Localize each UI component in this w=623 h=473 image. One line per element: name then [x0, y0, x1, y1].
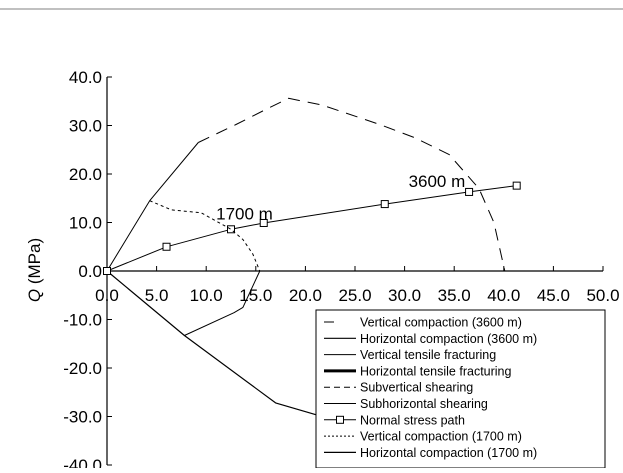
annotation-1700-m: 1700 m: [216, 205, 273, 224]
x-tick-label: 10.0: [190, 286, 223, 305]
marker-normal-stress-path: [103, 267, 111, 275]
legend-label-subvertical-shearing: Subvertical shearing: [360, 381, 473, 395]
x-tick-label: 30.0: [388, 286, 421, 305]
x-tick-label: 25.0: [338, 286, 371, 305]
series-subvertical-shearing: [198, 97, 506, 272]
y-tick-label: -30.0: [63, 408, 102, 427]
marker-normal-stress-path: [259, 218, 268, 227]
annotation-3600-m: 3600 m: [409, 172, 466, 191]
marker-normal-stress-path: [465, 187, 474, 196]
legend-label-vertical-compaction-1700-m: Vertical compaction (1700 m): [360, 430, 522, 444]
marker-normal-stress-path: [227, 225, 235, 234]
legend-label-horizontal-compaction-3600-m: Horizontal compaction (3600 m): [360, 332, 537, 346]
y-tick-label: 20.0: [69, 165, 102, 184]
x-tick-label: 0.0: [95, 286, 119, 305]
annotations: 3600 m 1700 m: [216, 172, 465, 223]
y-tick-label: 30.0: [69, 117, 102, 136]
series-layer: [103, 97, 521, 425]
marker-normal-stress-path: [380, 200, 389, 209]
y-axis-title: Q (MPa): [25, 238, 44, 302]
series-vertical-compaction-3600-m: [106, 142, 199, 272]
x-tick-label: 50.0: [586, 286, 619, 305]
y-tick-label: 10.0: [69, 214, 102, 233]
legend-label-vertical-tensile-fracturing: Vertical tensile fracturing: [360, 348, 496, 362]
y-tick-label: 40.0: [69, 68, 102, 87]
y-tick-label: -20.0: [63, 359, 102, 378]
legend-label-vertical-compaction-3600-m: Vertical compaction (3600 m): [360, 316, 522, 330]
y-tick-label: -10.0: [63, 311, 102, 330]
legend-box: [315, 309, 606, 469]
legend: Vertical compaction (3600 m) Horizontal c…: [315, 309, 606, 469]
y-tick-label: 0.0: [78, 262, 102, 281]
y-axis-title-symbol: Q: [25, 289, 44, 302]
axes: [106, 76, 604, 466]
y-tick-label: -40.0: [63, 456, 102, 468]
x-tick-label: 15.0: [239, 286, 272, 305]
legend-label-horizontal-tensile-fracturing: Horizontal tensile fracturing: [360, 364, 512, 378]
x-tick-label: 45.0: [537, 286, 570, 305]
x-tick-label: 20.0: [289, 286, 322, 305]
legend-label-normal-stress-path: Normal stress path: [360, 413, 465, 427]
legend-label-subhorizontal-shearing: Subhorizontal shearing: [360, 397, 488, 411]
y-axis-title-unit: (MPa): [25, 238, 44, 289]
x-tick-label: 40.0: [487, 286, 520, 305]
x-tick-label: 35.0: [438, 286, 471, 305]
series-normal-stress-path: [106, 185, 517, 272]
series-horizontal-compaction-3600-m: [106, 270, 348, 425]
series-vertical-compaction-1700-m: [149, 200, 261, 272]
legend-label-horizontal-compaction-1700-m: Horizontal compaction (1700 m): [360, 446, 537, 460]
legend-marker-normal-stress-path: [336, 415, 344, 424]
x-tick-label: 5.0: [145, 286, 169, 305]
marker-normal-stress-path: [162, 242, 171, 251]
series-vertical-tensile-fracturing: [184, 270, 261, 336]
marker-normal-stress-path: [512, 181, 521, 190]
